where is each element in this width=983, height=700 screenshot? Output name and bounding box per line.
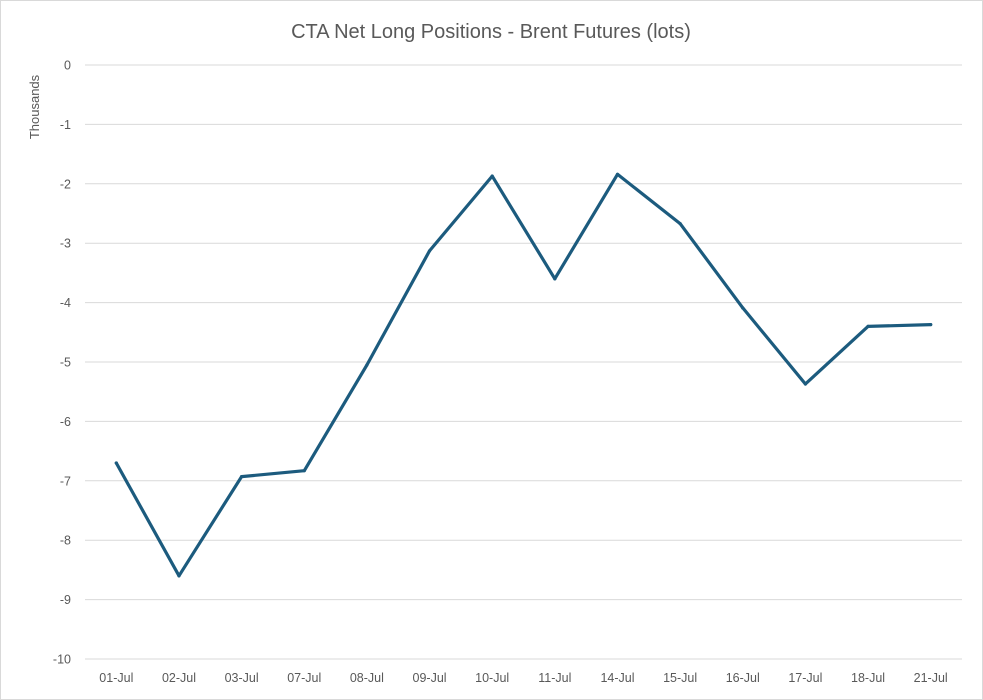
data-point-0-11 (803, 382, 807, 386)
x-tick-labels: 01-Jul 02-Jul 03-Jul 07-Jul 08-Jul 09-Jul 10-J… (99, 671, 947, 685)
y-tick-label-3: -3 (60, 237, 71, 251)
series-lines (114, 172, 933, 578)
y-tick-label-8: -8 (60, 534, 71, 548)
y-tick-label-0: 0 (64, 59, 71, 73)
data-point-0-10 (741, 306, 745, 310)
data-point-0-8 (615, 172, 620, 176)
gridlines (85, 64, 962, 660)
data-point-0-5 (427, 249, 432, 253)
data-point-0-3 (302, 469, 306, 473)
data-point-0-13 (929, 322, 933, 327)
data-point-0-12 (866, 324, 870, 328)
y-tick-label-2: -2 (60, 177, 71, 191)
x-tick-label-7: 11-Jul (538, 671, 571, 685)
y-tick-labels: 0 -1 -2 -3 -4 -5 -6 -7 -8 -9 -10 (53, 59, 71, 667)
x-tick-label-13: 21-Jul (914, 671, 948, 685)
data-point-0-1 (177, 574, 181, 578)
x-tick-label-2: 03-Jul (225, 671, 259, 685)
data-point-0-6 (490, 174, 494, 178)
x-tick-label-10: 16-Jul (726, 671, 760, 685)
x-tick-label-9: 15-Jul (663, 671, 697, 685)
x-tick-label-11: 17-Jul (788, 671, 822, 685)
y-tick-label-4: -4 (60, 296, 71, 310)
y-tick-label-1: -1 (60, 118, 71, 132)
x-tick-label-3: 07-Jul (287, 671, 321, 685)
data-point-0-0 (114, 461, 118, 465)
y-tick-label-7: -7 (60, 474, 71, 488)
x-tick-label-4: 08-Jul (350, 671, 384, 685)
chart-title: CTA Net Long Positions - Brent Futures (… (291, 21, 691, 43)
x-tick-label-6: 10-Jul (475, 671, 509, 685)
series-line-0 (114, 172, 933, 578)
data-point-0-7 (553, 277, 557, 281)
y-tick-label-5: -5 (60, 356, 71, 370)
data-point-0-2 (240, 475, 244, 479)
x-tick-label-12: 18-Jul (851, 671, 885, 685)
x-tick-label-0: 01-Jul (99, 671, 133, 685)
x-tick-label-1: 02-Jul (162, 671, 196, 685)
data-point-0-9 (678, 221, 682, 226)
y-tick-label-9: -9 (60, 593, 71, 607)
x-tick-label-8: 14-Jul (600, 671, 634, 685)
y-axis-label: Thousands (27, 74, 42, 139)
y-tick-label-10: -10 (53, 653, 71, 667)
y-tick-label-6: -6 (60, 415, 71, 429)
x-tick-label-5: 09-Jul (413, 671, 447, 685)
data-point-0-4 (365, 363, 369, 367)
